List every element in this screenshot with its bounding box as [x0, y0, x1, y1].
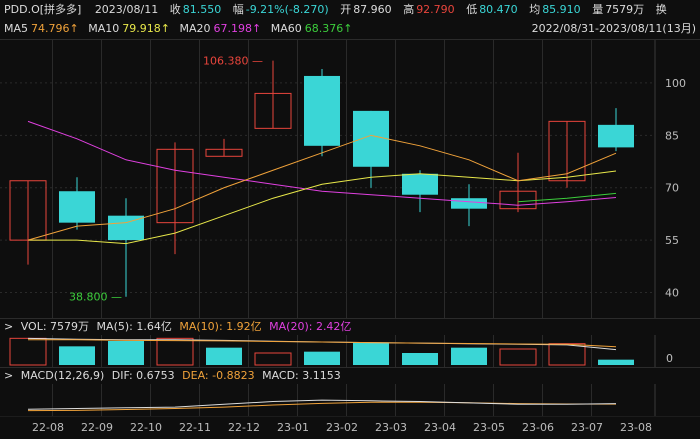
volume-bar	[499, 348, 537, 366]
x-tick-label: 22-08	[32, 421, 64, 434]
ma20-label: MA20	[179, 22, 211, 35]
candle-body	[156, 148, 194, 224]
y-tick-label: 85	[665, 129, 679, 142]
volume-bar	[59, 346, 95, 365]
macd-chart[interactable]	[0, 384, 700, 416]
macd-dea: DEA: -0.8823	[182, 369, 255, 382]
ma-legend: MA5 74.796↑ MA10 79.918↑ MA20 67.198↑ MA60 6…	[0, 20, 700, 38]
ma60-line	[517, 192, 617, 203]
x-tick-label: 22-11	[179, 421, 211, 434]
ma10-label: MA10	[88, 22, 120, 35]
volume-bar	[108, 341, 144, 365]
open-label: 开	[340, 3, 352, 16]
x-tick-label: 23-07	[571, 421, 603, 434]
volume-bar	[402, 353, 438, 365]
candle-body	[451, 198, 487, 209]
close-label: 收	[169, 3, 181, 16]
y-tick-label: 100	[665, 77, 686, 90]
candle-body	[205, 148, 243, 157]
ma5-value: 74.796↑	[31, 22, 79, 35]
x-tick-label: 23-02	[326, 421, 358, 434]
candle-body	[598, 124, 634, 148]
x-tick-label: 23-06	[522, 421, 554, 434]
change-label: 幅	[232, 3, 244, 16]
volume-ma20: MA(20): 2.42亿	[269, 320, 352, 333]
low-value: 80.470	[479, 3, 518, 16]
ma10-value: 79.918↑	[122, 22, 170, 35]
high-label: 高	[403, 3, 415, 16]
ma60-value: 68.376↑	[304, 22, 353, 35]
volume-toggle[interactable]: >	[4, 320, 14, 333]
candle-body	[59, 191, 95, 223]
macd-title: MACD(12,26,9)	[20, 369, 105, 382]
y-tick-label: 55	[665, 234, 679, 247]
x-tick-label: 23-05	[473, 421, 505, 434]
x-tick-label: 22-12	[228, 421, 260, 434]
x-tick-label: 22-10	[130, 421, 162, 434]
y-tick-label: 40	[665, 287, 679, 300]
volume-chart[interactable]: 0	[0, 335, 700, 367]
candle-body	[254, 92, 292, 129]
low-label: 低	[466, 3, 478, 16]
volume-bar	[206, 347, 242, 365]
volume-bar	[254, 352, 292, 366]
avg-value: 85.910	[542, 3, 581, 16]
candle-body	[548, 120, 586, 182]
volume-ma10-line	[28, 339, 617, 348]
volume-bar	[9, 337, 47, 366]
change-value: -9.21%(-8.270)	[245, 3, 329, 16]
candle-body	[402, 173, 438, 195]
macd-toggle[interactable]: >	[4, 369, 14, 382]
date-range[interactable]: 2022/08/31-2023/08/11(13月)	[531, 22, 696, 35]
volume-ma5: MA(5): 1.64亿	[96, 320, 172, 333]
x-tick-label: 23-08	[620, 421, 652, 434]
y-tick-label: 70	[665, 182, 679, 195]
ma5-line	[27, 134, 617, 241]
volume-ma10: MA(10): 1.92亿	[179, 320, 262, 333]
volume-bar	[451, 347, 487, 365]
candle-body	[304, 75, 340, 146]
open-value: 87.960	[353, 3, 392, 16]
volume-bar	[548, 343, 586, 366]
ma20-value: 67.198↑	[213, 22, 262, 35]
macd-dif: DIF: 0.6753	[111, 369, 175, 382]
volume-bar	[156, 337, 194, 366]
volume-label: 量	[592, 3, 604, 16]
volume-bar	[598, 359, 634, 365]
ma60-label: MA60	[270, 22, 302, 35]
volume-bar	[353, 342, 389, 365]
x-axis: 22-08 22-09 22-10 22-11 22-12 23-01 23-02 23-03…	[0, 416, 700, 434]
macd-dif-line	[27, 399, 617, 410]
high-annotation: 106.380 —	[203, 55, 263, 68]
macd-dea-line	[27, 401, 617, 412]
divider	[0, 318, 700, 319]
date-label: 2023/08/11	[94, 3, 159, 16]
ma20-line	[27, 120, 617, 206]
avg-label: 均	[529, 3, 541, 16]
low-annotation: 38.800 —	[69, 291, 122, 304]
x-tick-label: 23-01	[277, 421, 309, 434]
volume-title: VOL: 7579万	[20, 320, 90, 333]
x-tick-label: 23-04	[424, 421, 456, 434]
high-value: 92.790	[416, 3, 455, 16]
volume-value: 7579万	[605, 3, 645, 16]
quote-header: PDD.O[拼多多] 2023/08/11 收 81.550 幅 -9.21%(-8…	[0, 0, 700, 20]
ma5-label: MA5	[4, 22, 29, 35]
turnover-label: 换	[655, 3, 667, 16]
close-value: 81.550	[182, 3, 222, 16]
candle-body	[353, 110, 389, 167]
volume-axis-zero: 0	[666, 352, 673, 365]
symbol-label[interactable]: PDD.O[拼多多]	[4, 3, 82, 16]
x-tick-label: 22-09	[81, 421, 113, 434]
macd-legend: > MACD(12,26,9) DIF: 0.6753 DEA: -0.8823…	[4, 368, 345, 384]
divider	[0, 39, 700, 40]
divider	[0, 367, 700, 368]
volume-bar	[304, 351, 340, 365]
candlestick-chart[interactable]: 100 85 70 55 40 106.380 — 38.800 —	[0, 40, 700, 318]
macd-value: MACD: 3.1153	[262, 369, 341, 382]
volume-legend: > VOL: 7579万 MA(5): 1.64亿 MA(10): 1.92亿 …	[4, 319, 355, 335]
x-tick-label: 23-03	[375, 421, 407, 434]
